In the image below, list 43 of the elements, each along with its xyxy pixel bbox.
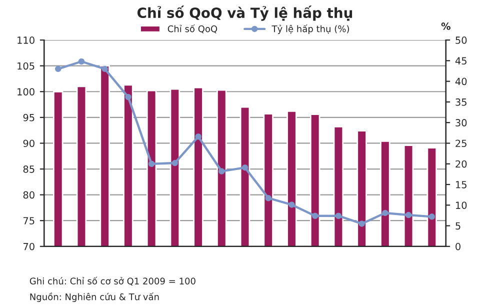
point bbox=[288, 202, 295, 208]
y-tick-label: 80 bbox=[23, 191, 34, 199]
y2-tick-label: 0 bbox=[456, 242, 460, 250]
y-tick-label: 100 bbox=[18, 88, 34, 96]
point bbox=[218, 168, 225, 174]
y2-tick-label: 35 bbox=[456, 98, 466, 106]
y2-tick-label: 50 bbox=[456, 36, 467, 44]
y-tick-label: 95 bbox=[23, 114, 34, 122]
point bbox=[172, 160, 178, 166]
y2-axis-title: % bbox=[441, 22, 450, 30]
point bbox=[195, 133, 202, 140]
point bbox=[125, 94, 132, 100]
point bbox=[405, 212, 412, 218]
text: Nguồn: Nghiên cứu & Tư vấn bbox=[30, 292, 159, 302]
y-tick-label: 105 bbox=[18, 62, 34, 70]
point bbox=[102, 66, 108, 72]
point bbox=[265, 194, 272, 202]
text: Ghi chú: Chỉ số cơ sở Q1 2009 = 100 bbox=[30, 276, 196, 286]
y-tick-label: 110 bbox=[18, 36, 34, 44]
y-tick-label: 90 bbox=[23, 140, 34, 148]
y2-tick-label: 25 bbox=[456, 140, 466, 148]
point bbox=[335, 212, 342, 219]
legend-label: Tỷ lệ hấp thụ (%) bbox=[272, 24, 349, 34]
point bbox=[54, 66, 62, 72]
y-tick-label: 75 bbox=[24, 217, 34, 224]
y-tick-label: 85 bbox=[23, 165, 34, 173]
legend-label: Chỉ số QoQ bbox=[168, 24, 218, 34]
point bbox=[382, 210, 388, 216]
point bbox=[78, 58, 85, 65]
y2-tick-label: 15 bbox=[456, 181, 466, 188]
point bbox=[148, 160, 155, 167]
y2-tick-label: 30 bbox=[456, 119, 467, 126]
y2-tick-label: 20 bbox=[456, 160, 467, 168]
y2-tick-label: 10 bbox=[456, 202, 467, 209]
chart-title: Chỉ số QoQ và Tỷ lệ hấp thụ bbox=[137, 6, 352, 21]
point bbox=[428, 214, 436, 220]
point bbox=[358, 220, 365, 227]
point bbox=[242, 164, 248, 171]
y2-tick-label: 45 bbox=[455, 57, 466, 65]
y2-tick-label: 5 bbox=[456, 222, 460, 230]
y-tick-label: 70 bbox=[24, 242, 34, 250]
y2-tick-label: 40 bbox=[455, 78, 467, 86]
point bbox=[312, 212, 318, 219]
